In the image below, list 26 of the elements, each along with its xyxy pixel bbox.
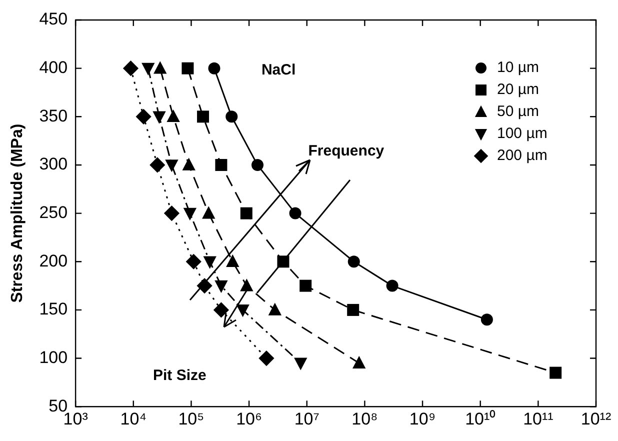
x-tick-label: 10⁴	[120, 409, 146, 428]
x-tick-label: 10¹²	[580, 409, 612, 428]
x-tick-label: 10⁷	[294, 409, 320, 428]
legend-label: 10 µm	[497, 59, 539, 76]
y-tick-label: 250	[39, 202, 68, 222]
legend-label: 20 µm	[497, 81, 539, 98]
x-tick-label: 10¹⁰	[465, 409, 496, 428]
y-tick-label: 350	[39, 106, 68, 126]
legend-label: 200 µm	[497, 147, 548, 164]
y-tick-label: 450	[39, 10, 68, 29]
annotation: Frequency	[308, 142, 385, 160]
y-tick-label: 400	[39, 58, 68, 78]
y-tick-label: 150	[39, 300, 68, 319]
legend-label: 50 µm	[497, 103, 539, 120]
x-tick-label: 10⁶	[236, 409, 262, 428]
y-tick-label: 300	[39, 154, 68, 174]
y-tick-label: 200	[39, 251, 68, 270]
x-tick-label: 10⁸	[352, 409, 378, 428]
y-tick-label: 100	[39, 348, 68, 367]
x-tick-label: 10⁵	[178, 409, 204, 428]
x-tick-label: 10¹¹	[523, 409, 554, 428]
y-axis-title: Stress Amplitude (MPa)	[9, 124, 26, 303]
x-tick-label: 10⁹	[409, 409, 436, 428]
legend-label: 100 µm	[497, 125, 548, 142]
annotation: Pit Size	[152, 366, 206, 384]
annotation: NaCl	[261, 61, 296, 78]
